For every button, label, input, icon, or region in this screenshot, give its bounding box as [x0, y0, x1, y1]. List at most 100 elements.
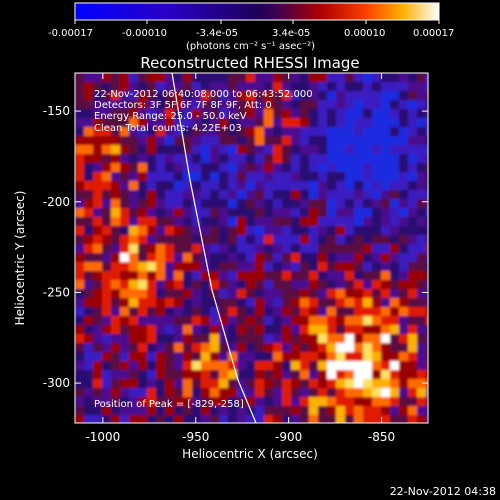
intensity-cell [129, 244, 139, 254]
intensity-cell [363, 334, 373, 344]
intensity-cell [381, 235, 391, 245]
intensity-cell [192, 217, 202, 227]
intensity-cell [264, 145, 274, 155]
intensity-cell [165, 226, 175, 236]
intensity-cell [390, 307, 400, 317]
intensity-cell [84, 118, 94, 128]
intensity-cell [246, 181, 256, 191]
intensity-cell [84, 397, 94, 407]
intensity-cell [336, 271, 346, 281]
intensity-cell [327, 154, 337, 164]
intensity-cell [174, 343, 184, 353]
intensity-cell [300, 379, 310, 389]
intensity-cell [408, 325, 418, 335]
intensity-cell [138, 82, 148, 92]
intensity-cell [354, 136, 364, 146]
intensity-cell [408, 298, 418, 308]
intensity-cell [183, 316, 193, 326]
intensity-cell [327, 109, 337, 119]
intensity-cell [399, 109, 409, 119]
intensity-cell [93, 325, 103, 335]
intensity-cell [147, 379, 157, 389]
intensity-cell [363, 163, 373, 173]
intensity-cell [255, 190, 265, 200]
intensity-cell [282, 181, 292, 191]
intensity-cell [390, 298, 400, 308]
intensity-cell [120, 388, 130, 398]
intensity-cell [75, 91, 85, 101]
intensity-cell [372, 226, 382, 236]
intensity-cell [363, 154, 373, 164]
intensity-cell [345, 352, 355, 362]
intensity-cell [120, 82, 130, 92]
intensity-cell [381, 397, 391, 407]
intensity-cell [354, 100, 364, 110]
intensity-cell [255, 388, 265, 398]
intensity-cell [282, 298, 292, 308]
intensity-cell [255, 397, 265, 407]
intensity-cell [183, 271, 193, 281]
intensity-cell [156, 361, 166, 371]
intensity-cell [237, 334, 247, 344]
intensity-cell [129, 298, 139, 308]
intensity-cell [372, 100, 382, 110]
intensity-cell [84, 136, 94, 146]
intensity-cell [183, 91, 193, 101]
intensity-cell [93, 154, 103, 164]
intensity-cell [210, 154, 220, 164]
intensity-cell [93, 109, 103, 119]
intensity-cell [201, 334, 211, 344]
intensity-cell [84, 163, 94, 173]
intensity-cell [309, 298, 319, 308]
intensity-cell [228, 235, 238, 245]
intensity-cell [408, 172, 418, 182]
intensity-cell [120, 127, 130, 137]
intensity-cell [174, 280, 184, 290]
intensity-cell [129, 379, 139, 389]
intensity-cell [246, 361, 256, 371]
intensity-cell [192, 289, 202, 299]
intensity-cell [129, 235, 139, 245]
intensity-cell [399, 271, 409, 281]
intensity-cell [102, 127, 112, 137]
intensity-cell [426, 181, 428, 191]
intensity-cell [228, 253, 238, 263]
intensity-cell [282, 397, 292, 407]
intensity-cell [336, 154, 346, 164]
intensity-cell [129, 100, 139, 110]
intensity-cell [327, 73, 337, 83]
intensity-cell [300, 361, 310, 371]
intensity-cell [219, 271, 229, 281]
intensity-cell [417, 325, 427, 335]
intensity-cell [183, 226, 193, 236]
intensity-cell [138, 226, 148, 236]
intensity-cell [399, 208, 409, 218]
intensity-cell [336, 262, 346, 272]
intensity-cell [174, 406, 184, 416]
intensity-cell [264, 379, 274, 389]
intensity-cell [399, 388, 409, 398]
intensity-cell [426, 217, 428, 227]
intensity-cell [390, 262, 400, 272]
intensity-cell [291, 316, 301, 326]
intensity-cell [84, 82, 94, 92]
intensity-cell [390, 361, 400, 371]
intensity-cell [84, 271, 94, 281]
intensity-cell [237, 379, 247, 389]
intensity-cell [255, 172, 265, 182]
intensity-cell [102, 370, 112, 380]
intensity-cell [237, 244, 247, 254]
intensity-cell [336, 109, 346, 119]
intensity-cell [408, 244, 418, 254]
intensity-cell [255, 100, 265, 110]
intensity-cell [273, 136, 283, 146]
intensity-cell [318, 172, 328, 182]
intensity-cell [201, 343, 211, 353]
intensity-cell [291, 136, 301, 146]
intensity-cell [417, 289, 427, 299]
intensity-cell [291, 235, 301, 245]
intensity-cell [111, 343, 121, 353]
intensity-cell [273, 181, 283, 191]
intensity-cell [93, 343, 103, 353]
intensity-cell [210, 280, 220, 290]
